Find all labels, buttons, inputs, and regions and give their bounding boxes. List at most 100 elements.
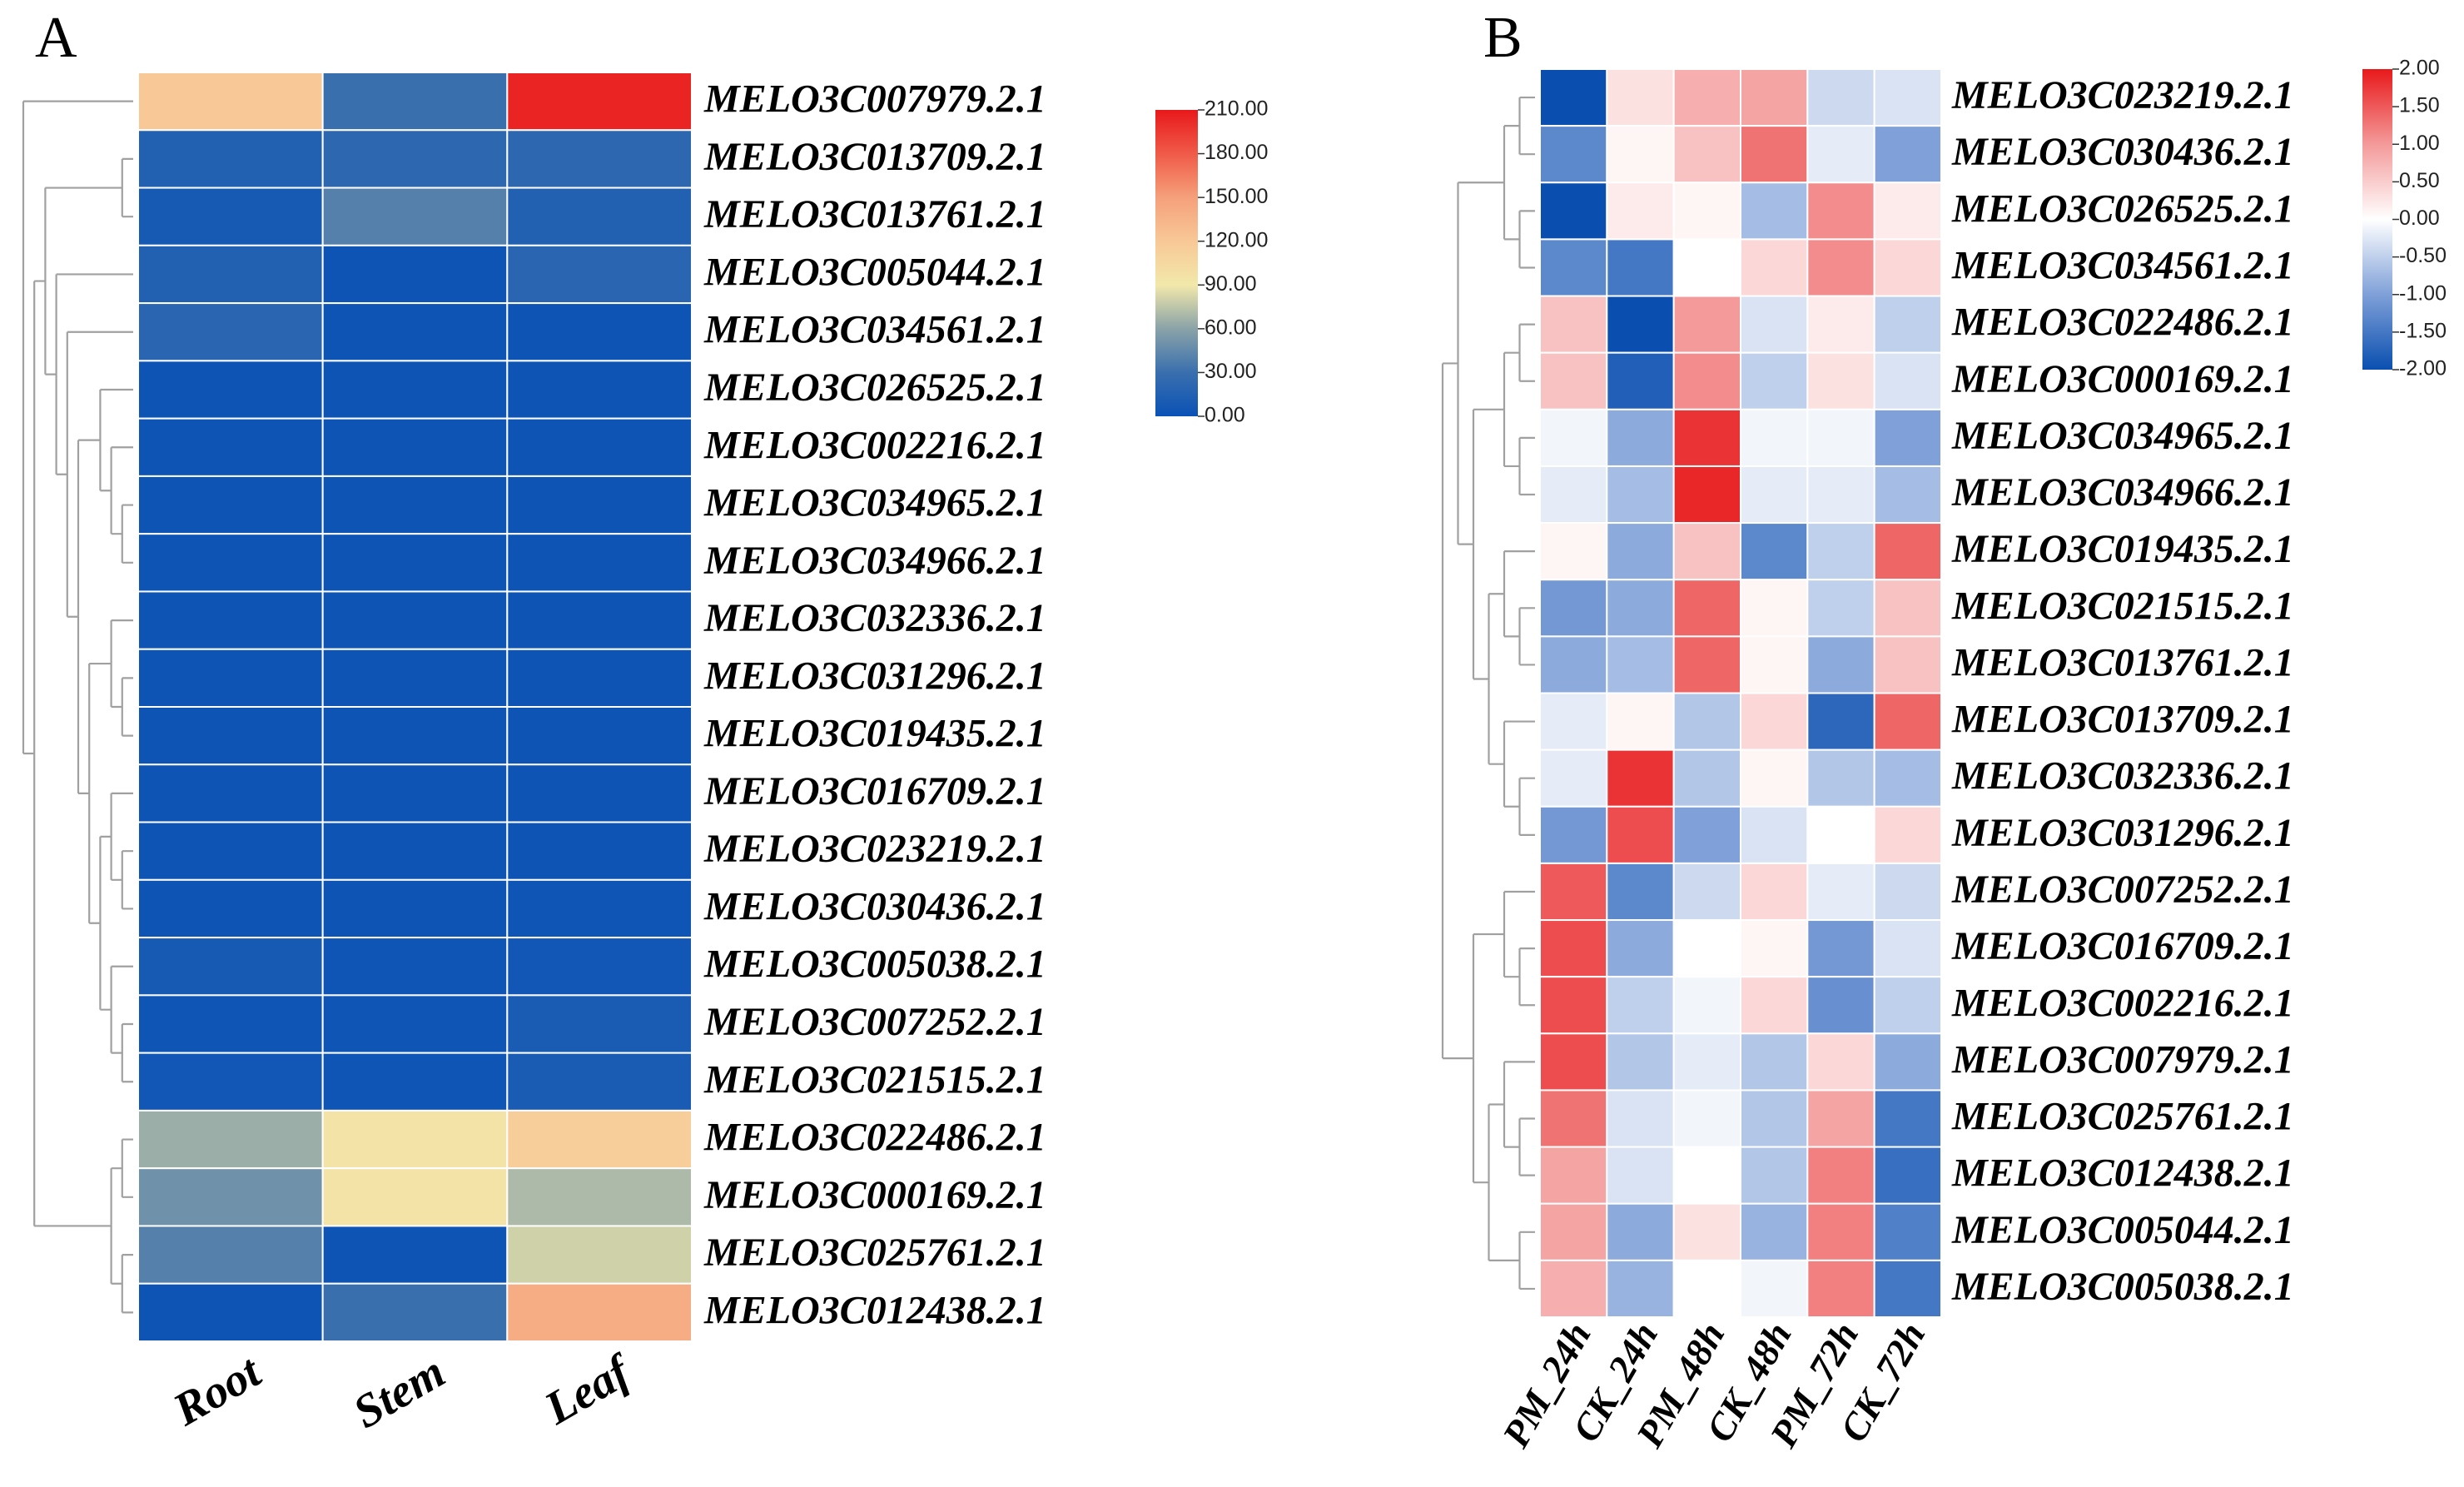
heatmap-cell [506,590,693,650]
heatmap-cell [506,821,693,881]
heatmap-cell [506,1282,693,1343]
column-label: Root [164,1345,270,1436]
heatmap-cell [1873,68,1943,127]
heatmap-cell [1606,295,1675,354]
heatmap-cell [321,129,509,189]
heatmap-cell [1606,182,1675,241]
row-label: MELO3C007979.2.1 [1951,1037,2294,1082]
heatmap-cell [1606,68,1675,127]
colorbar-tick-label: 120.00 [1205,228,1268,251]
heatmap-cell [321,1282,509,1343]
heatmap-cell [1873,1089,1943,1148]
heatmap-cell [1539,408,1608,467]
row-label: MELO3C034966.2.1 [703,539,1046,583]
heatmap-cell [321,244,509,305]
heatmap-cell [1539,919,1608,978]
heatmap-cell [1740,465,1809,525]
heatmap-cell [506,937,693,997]
row-label: MELO3C012438.2.1 [703,1288,1046,1332]
heatmap-cell [1740,692,1809,751]
heatmap-cell [1672,522,1741,581]
heatmap-cell [1606,1259,1675,1319]
row-label: MELO3C012438.2.1 [1951,1151,2294,1196]
heatmap-cell [1806,1259,1875,1319]
heatmap-cell [1672,635,1741,694]
row-label: MELO3C000169.2.1 [703,1173,1046,1217]
heatmap-cell [1740,408,1809,467]
heatmap-cell [506,1167,693,1227]
heatmap-cell [1873,1032,1943,1092]
heatmap-cell [1672,1202,1741,1261]
heatmap-cell [506,244,693,305]
heatmap-cell [137,72,324,132]
heatmap-cell [321,1167,509,1227]
colorbar [1155,110,1198,416]
dendrogram [22,100,133,1314]
row-label: MELO3C023219.2.1 [703,827,1046,871]
heatmap-cell [506,475,693,535]
heatmap-cell [321,417,509,477]
heatmap-cell [1539,465,1608,525]
row-label: MELO3C030436.2.1 [1951,130,2294,174]
colorbar-tick-label: 2.00 [2399,57,2440,80]
heatmap-cell [1806,1146,1875,1205]
heatmap-cell [1740,522,1809,581]
row-label: MELO3C034965.2.1 [1951,414,2294,458]
heatmap-cell [1806,976,1875,1035]
row-label: MELO3C034966.2.1 [1951,470,2294,515]
heatmap-cell [321,706,509,766]
row-label: MELO3C030436.2.1 [703,884,1046,928]
colorbar-tick-label: 0.50 [2399,169,2440,192]
heatmap-cell [1539,692,1608,751]
heatmap-cell [137,648,324,709]
heatmap-cell [1740,805,1809,864]
heatmap-cell [1806,408,1875,467]
colorbar [2362,69,2392,370]
row-label: MELO3C002216.2.1 [1951,981,2294,1025]
heatmap-cell [137,302,324,362]
heatmap-cell [1740,862,1809,922]
heatmap-cell [1672,238,1741,297]
heatmap-cell [1740,748,1809,808]
heatmap-cell [1539,238,1608,297]
row-label: MELO3C031296.2.1 [1951,811,2294,855]
heatmap-cell [1873,1202,1943,1261]
heatmap-cell [506,1225,693,1285]
heatmap-cell [137,994,324,1054]
heatmap-cell [1606,635,1675,694]
row-label: MELO3C021515.2.1 [1951,584,2294,628]
heatmap-cell [1873,748,1943,808]
heatmap-cell [321,994,509,1054]
heatmap-cell [1606,805,1675,864]
heatmap-cell [1873,125,1943,184]
heatmap-cell [1606,1089,1675,1148]
heatmap-cell [321,648,509,709]
heatmap-cell [506,763,693,823]
heatmap-cell [1539,1146,1608,1205]
heatmap-cell [1672,1032,1741,1092]
heatmap-cell [1873,1146,1943,1205]
heatmap-cell [1672,1259,1741,1319]
heatmap-cell [1740,125,1809,184]
heatmap-cell [1606,1202,1675,1261]
heatmap-cell [1806,238,1875,297]
heatmap-cell [506,648,693,709]
colorbar-tick-label: 150.00 [1205,185,1268,208]
panel-label: B [1483,6,1523,70]
heatmap-cell [1806,351,1875,410]
heatmap-cell [321,937,509,997]
heatmap-cell [1806,465,1875,525]
heatmap-cell [137,360,324,420]
heatmap-cell [137,763,324,823]
heatmap-cell [137,1225,324,1285]
heatmap-cell [1672,1146,1741,1205]
colorbar-tick-label: -1.50 [2399,319,2447,342]
heatmap-cell [1539,295,1608,354]
heatmap-cell [137,706,324,766]
heatmap-cell [1873,805,1943,864]
heatmap-cell [506,878,693,939]
heatmap-cell [1539,635,1608,694]
row-label: MELO3C034965.2.1 [703,481,1046,525]
row-label: MELO3C013709.2.1 [1951,698,2294,742]
heatmap-cell [1539,1089,1608,1148]
